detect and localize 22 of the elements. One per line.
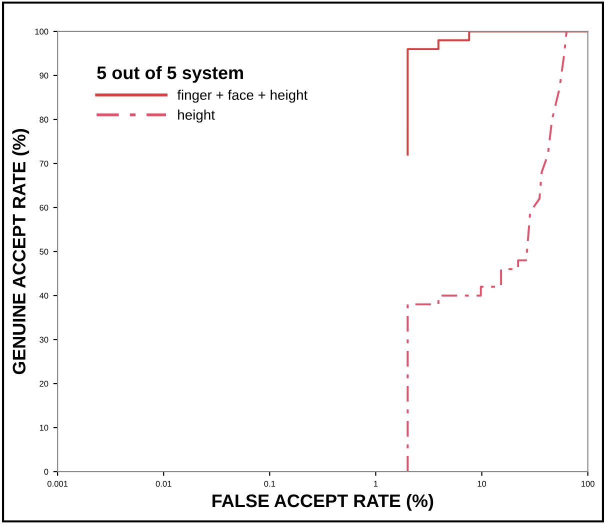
- x-tick-label: 0.1: [264, 480, 276, 487]
- legend-label: height: [178, 110, 215, 123]
- y-tick-label: 30: [40, 336, 48, 343]
- y-tick-label: 90: [40, 72, 48, 79]
- legend-label: finger + face + height: [177, 90, 308, 103]
- x-tick-label: 10: [478, 480, 486, 487]
- y-tick-label: 10: [40, 424, 48, 431]
- x-axis-title: FALSE ACCEPT RATE (%): [212, 494, 434, 511]
- y-tick-label: 100: [35, 28, 48, 35]
- y-tick-label: 80: [40, 116, 48, 123]
- y-tick-label: 0: [44, 468, 48, 475]
- legend-title: 5 out of 5 system: [97, 66, 243, 83]
- y-axis-title: GENUINE ACCEPT RATE (%): [12, 129, 30, 374]
- x-tick-label: 0.001: [47, 480, 68, 487]
- y-tick-label: 40: [39, 292, 48, 299]
- x-tick-label: 0.01: [156, 480, 172, 487]
- x-tick-label: 1: [374, 480, 378, 487]
- y-tick-label: 20: [40, 380, 48, 387]
- y-tick-label: 60: [40, 204, 48, 211]
- x-tick-label: 100: [582, 480, 594, 487]
- y-tick-label: 50: [40, 248, 48, 255]
- y-tick-label: 70: [40, 160, 48, 167]
